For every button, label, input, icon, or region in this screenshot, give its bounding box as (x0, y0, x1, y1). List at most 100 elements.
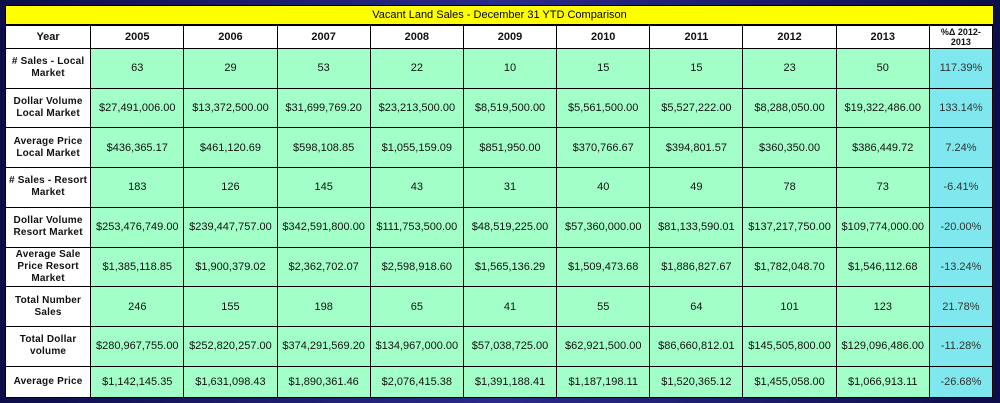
table-cell[interactable]: $48,519,225.00 (462, 206, 558, 248)
table-cell[interactable]: $137,217,750.00 (742, 206, 837, 248)
row-label[interactable]: # Sales - Resort Market (4, 167, 92, 208)
row-label[interactable]: Dollar Volume Local Market (4, 87, 92, 129)
row-label[interactable]: Average Price (4, 365, 92, 399)
table-cell[interactable]: 49 (649, 167, 744, 208)
pct-change-cell[interactable]: -26.68% (928, 365, 994, 399)
table-cell[interactable]: $252,820,257.00 (183, 325, 278, 367)
table-cell[interactable]: $1,509,473.68 (556, 246, 651, 288)
table-row[interactable]: Total Dollar volume $280,967,755.00 $252,8… (4, 325, 994, 367)
table-cell[interactable]: $1,900,379.02 (183, 246, 278, 288)
table-cell[interactable]: 10 (462, 48, 558, 89)
table-cell[interactable]: $5,561,500.00 (556, 87, 651, 129)
row-label[interactable]: Average Sale Price Resort Market (4, 246, 92, 288)
table-cell[interactable]: $2,362,702.07 (276, 246, 371, 288)
table-row[interactable]: Dollar Volume Local Market $27,491,006.00… (4, 87, 994, 129)
table-row[interactable]: Average Sale Price Resort Market $1,385,1… (4, 246, 994, 288)
table-row[interactable]: Dollar Volume Resort Market $253,476,749.… (4, 206, 994, 248)
table-cell[interactable]: $62,921,500.00 (556, 325, 651, 367)
table-cell[interactable]: 101 (742, 286, 837, 327)
table-cell[interactable]: 155 (183, 286, 278, 327)
table-cell[interactable]: $1,631,098.43 (183, 365, 278, 399)
table-cell[interactable]: $2,076,415.38 (369, 365, 464, 399)
row-label[interactable]: Total Dollar volume (4, 325, 92, 367)
table-cell[interactable]: 55 (556, 286, 651, 327)
table-cell[interactable]: 126 (183, 167, 278, 208)
table-row[interactable]: # Sales - Local Market 63 29 53 22 10 15 15 23 50… (4, 48, 994, 89)
table-cell[interactable]: 15 (649, 48, 744, 89)
table-cell[interactable]: 15 (556, 48, 651, 89)
table-cell[interactable]: $342,591,800.00 (276, 206, 371, 248)
table-cell[interactable]: $31,699,769.20 (276, 87, 371, 129)
table-cell[interactable]: $1,055,159.09 (369, 127, 464, 169)
table-cell[interactable]: 78 (742, 167, 837, 208)
table-cell[interactable]: 41 (462, 286, 558, 327)
row-label[interactable]: # Sales - Local Market (4, 48, 92, 89)
table-cell[interactable]: $598,108.85 (276, 127, 371, 169)
table-cell[interactable]: $436,365.17 (90, 127, 185, 169)
row-label[interactable]: Average Price Local Market (4, 127, 92, 169)
table-cell[interactable]: $394,801.57 (649, 127, 744, 169)
table-cell[interactable]: $1,187,198.11 (556, 365, 651, 399)
pct-change-cell[interactable]: -11.28% (928, 325, 994, 367)
table-cell[interactable]: $360,350.00 (742, 127, 837, 169)
table-cell[interactable]: $145,505,800.00 (742, 325, 837, 367)
pct-change-cell[interactable]: 21.78% (928, 286, 994, 327)
table-cell[interactable]: $1,886,827.67 (649, 246, 744, 288)
table-cell[interactable]: 50 (835, 48, 930, 89)
table-cell[interactable]: 63 (90, 48, 185, 89)
row-label[interactable]: Total Number Sales (4, 286, 92, 327)
pct-change-cell[interactable]: -13.24% (928, 246, 994, 288)
table-cell[interactable]: $111,753,500.00 (369, 206, 464, 248)
table-cell[interactable]: 123 (835, 286, 930, 327)
table-cell[interactable]: 64 (649, 286, 744, 327)
table-cell[interactable]: 65 (369, 286, 464, 327)
table-cell[interactable]: $370,766.67 (556, 127, 651, 169)
table-cell[interactable]: $19,322,486.00 (835, 87, 930, 129)
table-cell[interactable]: $851,950.00 (462, 127, 558, 169)
table-cell[interactable]: $1,455,058.00 (742, 365, 837, 399)
table-row[interactable]: # Sales - Resort Market 183 126 145 43 31 40 49… (4, 167, 994, 208)
table-cell[interactable]: $57,360,000.00 (556, 206, 651, 248)
table-cell[interactable]: $23,213,500.00 (369, 87, 464, 129)
table-cell[interactable]: $1,890,361.46 (276, 365, 371, 399)
table-cell[interactable]: $1,520,365.12 (649, 365, 744, 399)
table-cell[interactable]: $280,967,755.00 (90, 325, 185, 367)
table-row[interactable]: Total Number Sales 246 155 198 65 41 55 64 101 12… (4, 286, 994, 327)
table-cell[interactable]: $1,546,112.68 (835, 246, 930, 288)
table-cell[interactable]: $1,782,048.70 (742, 246, 837, 288)
table-cell[interactable]: 29 (183, 48, 278, 89)
table-cell[interactable]: $86,660,812.01 (649, 325, 744, 367)
pct-change-cell[interactable]: 7.24% (928, 127, 994, 169)
table-cell[interactable]: $129,096,486.00 (835, 325, 930, 367)
table-cell[interactable]: $134,967,000.00 (369, 325, 464, 367)
table-cell[interactable]: $13,372,500.00 (183, 87, 278, 129)
table-cell[interactable]: 43 (369, 167, 464, 208)
table-cell[interactable]: 246 (90, 286, 185, 327)
table-row[interactable]: Average Price Local Market $436,365.17 $46… (4, 127, 994, 169)
table-cell[interactable]: $1,565,136.29 (462, 246, 558, 288)
table-cell[interactable]: $253,476,749.00 (90, 206, 185, 248)
table-cell[interactable]: 31 (462, 167, 558, 208)
table-cell[interactable]: $386,449.72 (835, 127, 930, 169)
table-cell[interactable]: 40 (556, 167, 651, 208)
table-cell[interactable]: 53 (276, 48, 371, 89)
table-cell[interactable]: $8,288,050.00 (742, 87, 837, 129)
pct-change-cell[interactable]: -6.41% (928, 167, 994, 208)
table-cell[interactable]: 183 (90, 167, 185, 208)
table-cell[interactable]: $2,598,918.60 (369, 246, 464, 288)
table-cell[interactable]: $374,291,569.20 (276, 325, 371, 367)
table-cell[interactable]: $1,385,118.85 (90, 246, 185, 288)
table-cell[interactable]: 73 (835, 167, 930, 208)
table-cell[interactable]: $1,391,188.41 (462, 365, 558, 399)
table-cell[interactable]: $5,527,222.00 (649, 87, 744, 129)
table-cell[interactable]: $27,491,006.00 (90, 87, 185, 129)
table-cell[interactable]: 198 (276, 286, 371, 327)
table-cell[interactable]: 23 (742, 48, 837, 89)
pct-change-cell[interactable]: 133.14% (928, 87, 994, 129)
pct-change-cell[interactable]: 117.39% (928, 48, 994, 89)
table-cell[interactable]: $1,066,913.11 (835, 365, 930, 399)
table-cell[interactable]: $239,447,757.00 (183, 206, 278, 248)
table-cell[interactable]: $461,120.69 (183, 127, 278, 169)
row-label[interactable]: Dollar Volume Resort Market (4, 206, 92, 248)
table-cell[interactable]: $57,038,725.00 (462, 325, 558, 367)
